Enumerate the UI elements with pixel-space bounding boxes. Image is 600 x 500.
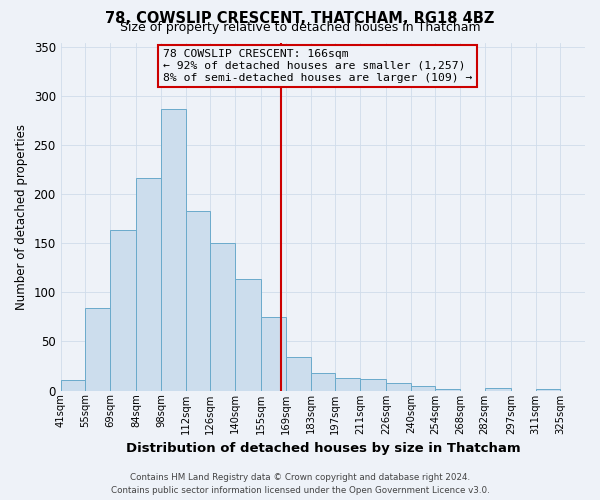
Bar bbox=[61, 380, 85, 390]
Bar bbox=[411, 386, 436, 390]
Bar bbox=[136, 178, 161, 390]
Bar bbox=[386, 382, 411, 390]
Bar bbox=[210, 244, 235, 390]
Bar bbox=[261, 317, 286, 390]
Text: 78, COWSLIP CRESCENT, THATCHAM, RG18 4BZ: 78, COWSLIP CRESCENT, THATCHAM, RG18 4BZ bbox=[106, 11, 494, 26]
Text: Size of property relative to detached houses in Thatcham: Size of property relative to detached ho… bbox=[119, 22, 481, 35]
Y-axis label: Number of detached properties: Number of detached properties bbox=[15, 124, 28, 310]
Bar bbox=[311, 373, 335, 390]
Bar bbox=[360, 379, 386, 390]
Bar bbox=[335, 378, 360, 390]
Bar bbox=[185, 211, 210, 390]
Bar bbox=[536, 388, 560, 390]
Bar bbox=[110, 230, 136, 390]
X-axis label: Distribution of detached houses by size in Thatcham: Distribution of detached houses by size … bbox=[125, 442, 520, 455]
Text: Contains HM Land Registry data © Crown copyright and database right 2024.
Contai: Contains HM Land Registry data © Crown c… bbox=[110, 474, 490, 495]
Bar bbox=[85, 308, 110, 390]
Bar bbox=[436, 388, 460, 390]
Bar bbox=[286, 357, 311, 390]
Bar bbox=[161, 109, 185, 390]
Bar bbox=[485, 388, 511, 390]
Text: 78 COWSLIP CRESCENT: 166sqm
← 92% of detached houses are smaller (1,257)
8% of s: 78 COWSLIP CRESCENT: 166sqm ← 92% of det… bbox=[163, 50, 472, 82]
Bar bbox=[235, 279, 261, 390]
